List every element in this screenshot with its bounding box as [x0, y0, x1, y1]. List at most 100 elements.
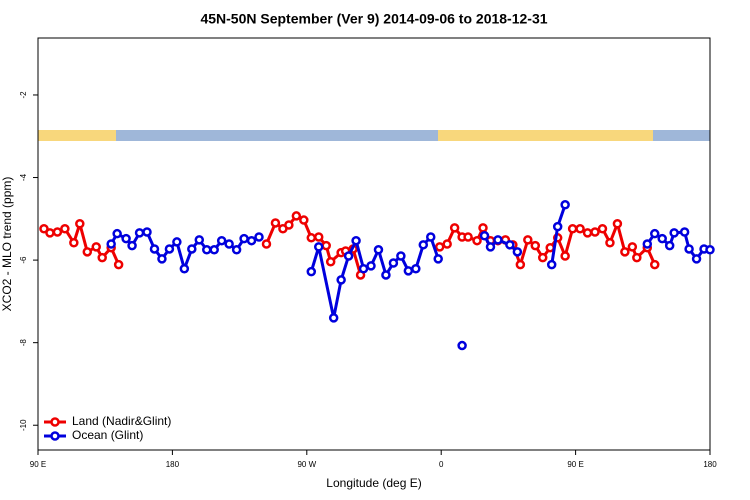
data-point	[679, 227, 690, 237]
data-point	[172, 237, 182, 247]
data-point	[328, 313, 339, 323]
data-point	[224, 239, 234, 249]
data-point	[449, 223, 460, 233]
data-point	[45, 228, 55, 238]
data-point	[60, 223, 70, 234]
data-point	[291, 211, 302, 221]
data-point	[664, 240, 675, 251]
data-point	[472, 235, 482, 246]
data-point	[612, 219, 623, 229]
x-tick-label: 90 E	[30, 460, 46, 469]
legend-marker	[50, 417, 60, 427]
data-point	[434, 242, 445, 252]
y-tick-label: -10	[19, 419, 28, 431]
data-point	[493, 235, 503, 245]
data-point	[597, 223, 608, 234]
data-point	[366, 261, 376, 271]
data-point	[209, 245, 219, 255]
data-point	[373, 245, 384, 255]
data-point	[39, 223, 49, 234]
data-point	[201, 245, 212, 255]
data-point	[649, 228, 660, 239]
data-point	[582, 228, 593, 238]
data-point	[336, 275, 346, 285]
data-point	[530, 240, 541, 251]
data-point	[457, 340, 467, 351]
data-point	[121, 233, 131, 244]
data-point	[523, 235, 533, 245]
data-point	[691, 254, 702, 264]
data-point	[91, 242, 101, 252]
data-point	[187, 244, 197, 254]
data-point	[620, 247, 630, 257]
data-point	[127, 240, 137, 251]
data-point	[463, 232, 473, 242]
data-point	[239, 233, 249, 244]
data-point	[381, 270, 391, 280]
land-strip	[38, 130, 116, 141]
data-point	[149, 244, 160, 254]
data-point	[684, 244, 694, 254]
data-point	[142, 227, 152, 237]
data-point	[627, 242, 638, 252]
data-point	[632, 252, 642, 263]
data-point	[97, 252, 107, 263]
data-point	[306, 233, 317, 243]
x-tick-label: 180	[166, 460, 180, 469]
data-point	[560, 251, 570, 261]
y-tick-label: -4	[19, 173, 28, 181]
data-point	[560, 200, 570, 210]
data-point	[537, 252, 548, 263]
data-point	[705, 245, 715, 255]
data-point	[82, 247, 93, 257]
data-point	[112, 228, 122, 239]
data-point	[106, 239, 116, 249]
data-point	[321, 240, 331, 251]
data-point	[515, 259, 526, 270]
legend-marker	[50, 431, 60, 441]
data-point	[179, 264, 190, 274]
data-point	[649, 259, 660, 270]
data-point	[231, 245, 242, 255]
land-strip	[438, 130, 653, 141]
data-point	[567, 223, 578, 234]
y-axis-label: XCO2 - MLO trend (ppm)	[0, 177, 14, 312]
data-point	[69, 238, 79, 248]
data-point	[505, 240, 515, 250]
data-point	[299, 215, 309, 225]
data-point	[575, 223, 585, 234]
data-point	[485, 242, 496, 252]
data-point	[113, 259, 124, 270]
data-point	[642, 239, 653, 249]
data-point	[669, 228, 679, 238]
ocean-strip	[38, 130, 710, 141]
data-point	[388, 258, 399, 268]
data-point	[478, 223, 488, 233]
legend-label: Ocean (Glint)	[72, 428, 143, 442]
data-point	[134, 228, 145, 238]
data-point	[254, 232, 264, 242]
x-axis-label: Longitude (deg E)	[326, 476, 421, 490]
y-tick-label: -2	[19, 91, 28, 99]
data-point	[411, 264, 421, 274]
data-point	[479, 230, 490, 241]
data-point	[351, 235, 361, 246]
y-tick-label: -6	[19, 256, 28, 264]
y-tick-label: -8	[19, 339, 28, 347]
data-point	[358, 264, 369, 274]
data-point	[246, 235, 257, 246]
data-point	[396, 251, 406, 261]
data-point	[546, 259, 557, 270]
data-point	[403, 266, 414, 276]
chart-title: 45N-50N September (Ver 9) 2014-09-06 to …	[200, 11, 547, 27]
data-point	[313, 232, 324, 242]
data-point	[157, 254, 167, 264]
data-point	[605, 238, 615, 248]
map-strip	[38, 130, 710, 141]
x-tick-label: 180	[703, 460, 717, 469]
data-point	[270, 218, 281, 228]
data-point	[261, 239, 272, 249]
data-point	[306, 266, 317, 277]
data-point	[343, 251, 354, 261]
